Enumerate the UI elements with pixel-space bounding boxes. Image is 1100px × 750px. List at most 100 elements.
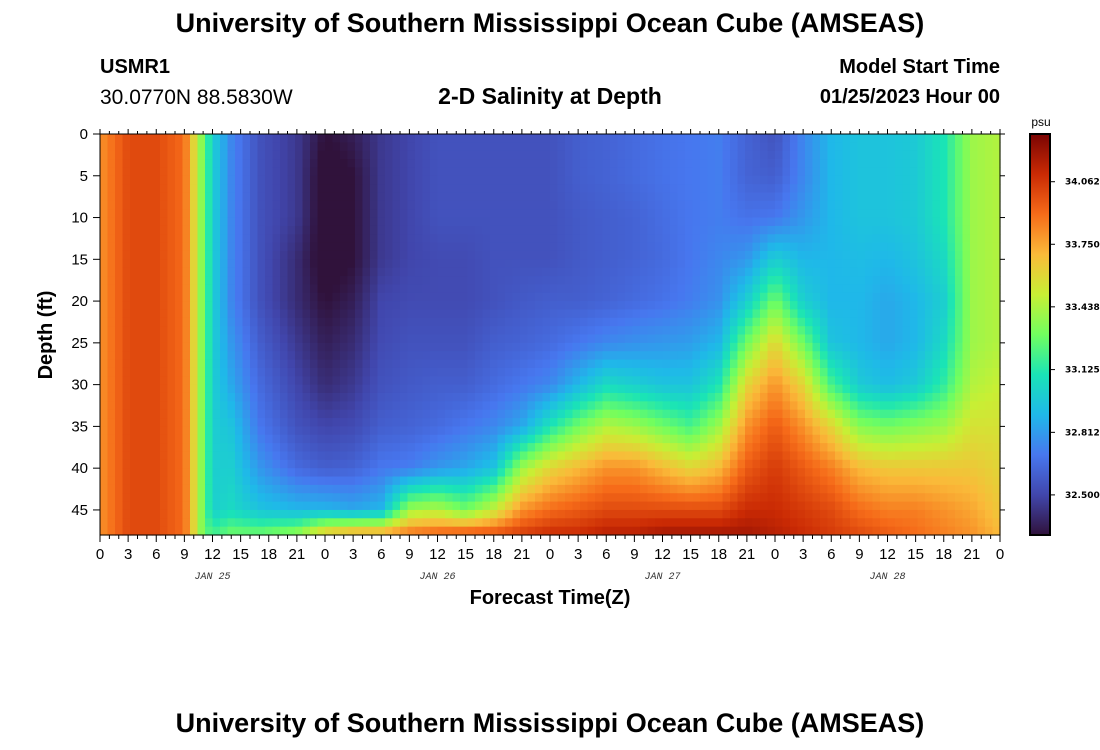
heatmap-cell: [565, 292, 574, 302]
heatmap-cell: [527, 242, 536, 252]
heatmap-cell: [820, 167, 829, 177]
heatmap-cell: [340, 342, 349, 352]
heatmap-cell: [475, 468, 484, 478]
heatmap-cell: [130, 234, 139, 244]
heatmap-cell: [355, 509, 364, 519]
heatmap-cell: [610, 526, 619, 536]
heatmap-cell: [587, 484, 596, 494]
heatmap-cell: [452, 384, 461, 394]
heatmap-cell: [197, 284, 206, 294]
heatmap-cell: [850, 359, 859, 369]
heatmap-cell: [760, 484, 769, 494]
heatmap-cell: [160, 284, 169, 294]
heatmap-cell: [685, 159, 694, 169]
heatmap-cell: [730, 142, 739, 152]
heatmap-cell: [475, 284, 484, 294]
heatmap-cell: [130, 434, 139, 444]
heatmap-cell: [437, 250, 446, 260]
heatmap-cell: [325, 292, 334, 302]
heatmap-cell: [857, 276, 866, 285]
heatmap-cell: [572, 292, 581, 302]
heatmap-cell: [475, 451, 484, 461]
heatmap-cell: [565, 359, 574, 369]
heatmap-cell: [842, 192, 851, 202]
heatmap-cell: [205, 309, 214, 319]
heatmap-cell: [482, 526, 491, 536]
heatmap-cell: [872, 309, 881, 319]
heatmap-cell: [475, 484, 484, 494]
heatmap-cell: [835, 392, 844, 402]
heatmap-cell: [767, 309, 776, 319]
heatmap-cell: [235, 401, 244, 411]
heatmap-cell: [295, 484, 304, 494]
heatmap-cell: [332, 250, 341, 260]
heatmap-cell: [707, 468, 716, 478]
heatmap-cell: [130, 134, 139, 143]
heatmap-cell: [332, 326, 341, 336]
heatmap-cell: [685, 434, 694, 444]
heatmap-cell: [152, 459, 161, 469]
heatmap-cell: [775, 367, 784, 377]
heatmap-cell: [130, 384, 139, 394]
heatmap-cell: [752, 309, 761, 319]
heatmap-cell: [812, 476, 821, 486]
heatmap-cell: [460, 501, 469, 511]
heatmap-cell: [835, 409, 844, 419]
heatmap-cell: [220, 434, 229, 444]
heatmap-cell: [242, 476, 251, 486]
heatmap-cell: [250, 351, 259, 361]
heatmap-cell: [407, 309, 416, 319]
heatmap-cell: [737, 234, 746, 244]
heatmap-cell: [287, 267, 296, 277]
heatmap-cell: [730, 501, 739, 511]
heatmap-cell: [280, 192, 289, 202]
heatmap-cell: [730, 217, 739, 227]
heatmap-cell: [647, 409, 656, 419]
heatmap-cell: [340, 175, 349, 185]
heatmap-cell: [587, 267, 596, 277]
heatmap-cell: [632, 267, 641, 277]
heatmap-cell: [377, 434, 386, 444]
heatmap-cell: [700, 351, 709, 361]
heatmap-cell: [542, 476, 551, 486]
heatmap-cell: [415, 284, 424, 294]
heatmap-cell: [850, 217, 859, 227]
heatmap-cell: [160, 384, 169, 394]
heatmap-cell: [497, 284, 506, 294]
heatmap-cell: [100, 301, 109, 311]
heatmap-cell: [437, 242, 446, 252]
heatmap-cell: [355, 384, 364, 394]
heatmap-cell: [355, 192, 364, 202]
heatmap-cell: [400, 234, 409, 244]
heatmap-cell: [767, 276, 776, 285]
heatmap-cell: [850, 476, 859, 486]
heatmap-cell: [385, 175, 394, 185]
heatmap-cell: [107, 276, 116, 285]
heatmap-cell: [467, 401, 476, 411]
heatmap-cell: [527, 484, 536, 494]
heatmap-cell: [842, 234, 851, 244]
heatmap-cell: [722, 267, 731, 277]
heatmap-cell: [520, 217, 529, 227]
heatmap-cell: [235, 326, 244, 336]
heatmap-cell: [850, 401, 859, 411]
heatmap-cell: [617, 150, 626, 160]
heatmap-cell: [107, 225, 116, 235]
heatmap-cell: [242, 409, 251, 419]
heatmap-cell: [317, 342, 326, 352]
heatmap-cell: [692, 209, 701, 219]
page-title: University of Southern Mississippi Ocean…: [175, 8, 925, 38]
heatmap-cell: [617, 242, 626, 252]
heatmap-cell: [205, 150, 214, 160]
heatmap-cell: [685, 259, 694, 269]
heatmap-cell: [407, 167, 416, 177]
heatmap-cell: [295, 142, 304, 152]
heatmap-cell: [557, 434, 566, 444]
heatmap-cell: [730, 150, 739, 160]
heatmap-cell: [272, 518, 281, 528]
heatmap-cell: [632, 167, 641, 177]
heatmap-cell: [872, 134, 881, 143]
heatmap-cell: [310, 326, 319, 336]
heatmap-cell: [332, 284, 341, 294]
heatmap-cell: [820, 351, 829, 361]
